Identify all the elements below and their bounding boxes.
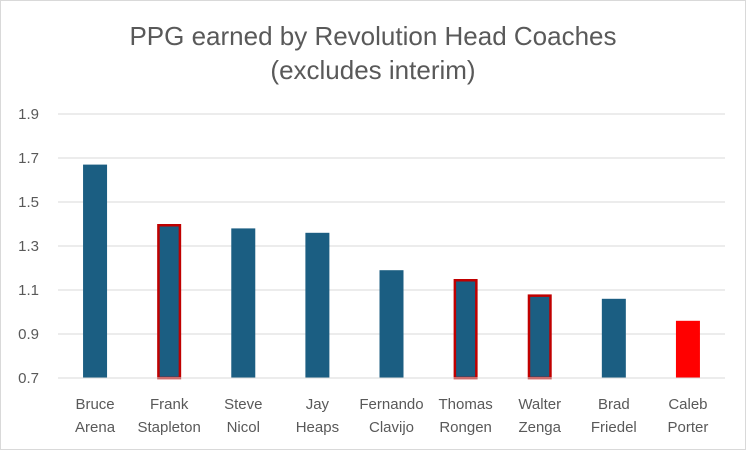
bar-thomas-rongen <box>453 279 478 380</box>
x-category-label: Nicol <box>227 419 260 436</box>
chart-title-line-2: (excludes interim) <box>270 55 476 85</box>
bar-brad-friedel <box>601 298 626 378</box>
bar-steve-nicol <box>231 228 256 378</box>
y-tick-label: 1.1 <box>18 282 39 299</box>
chart-title-line-1: PPG earned by Revolution Head Coaches <box>129 21 617 51</box>
x-category-label: Zenga <box>518 419 561 436</box>
bar-walter-zenga <box>527 294 552 380</box>
x-category-label: Stapleton <box>137 419 200 436</box>
bar-jay-heaps <box>305 232 330 378</box>
x-category-label: Porter <box>668 419 709 436</box>
x-category-label: Steve <box>224 396 262 413</box>
x-category-label: Caleb <box>668 396 707 413</box>
x-category-label: Rongen <box>439 419 492 436</box>
y-tick-label: 1.5 <box>18 194 39 211</box>
bar-fernando-clavijo <box>379 270 404 378</box>
x-category-label: Jay <box>306 396 330 413</box>
x-category-label: Bruce <box>75 396 114 413</box>
bar-bruce-arena <box>83 164 108 378</box>
x-category-label: Walter <box>518 396 561 413</box>
y-tick-label: 0.7 <box>18 370 39 387</box>
y-tick-label: 1.9 <box>18 106 39 123</box>
y-tick-label: 1.7 <box>18 150 39 167</box>
bar-frank-stapleton <box>157 224 182 380</box>
y-tick-label: 1.3 <box>18 238 39 255</box>
x-category-label: Brad <box>598 396 630 413</box>
y-tick-label: 0.9 <box>18 326 39 343</box>
x-category-label: Arena <box>75 419 116 436</box>
x-category-label: Clavijo <box>369 419 414 436</box>
x-category-label: Heaps <box>296 419 339 436</box>
bar-caleb-porter <box>675 320 700 378</box>
x-category-label: Frank <box>150 396 189 413</box>
chart-title: PPG earned by Revolution Head Coaches (e… <box>1 19 745 87</box>
x-category-label: Thomas <box>439 396 493 413</box>
x-category-label: Fernando <box>359 396 423 413</box>
x-category-label: Friedel <box>591 419 637 436</box>
